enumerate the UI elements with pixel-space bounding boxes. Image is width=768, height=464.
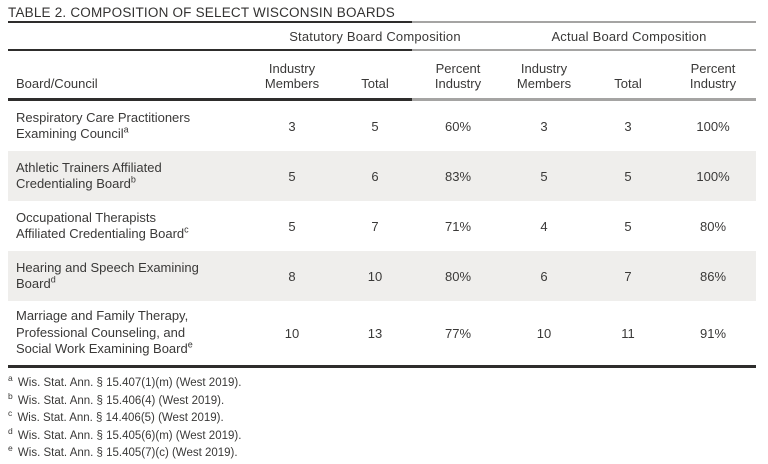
footnote: a Wis. Stat. Ann. § 15.407(1)(m) (West 2… — [8, 373, 242, 389]
footnote-marker: e — [187, 339, 193, 350]
footnote-marker: c — [184, 224, 189, 235]
group-header-actual: Actual Board Composition — [551, 28, 707, 44]
group-header-statutory: Statutory Board Composition — [289, 28, 461, 44]
footnote-marker: b — [130, 174, 136, 185]
value-cell: 91% — [699, 325, 727, 341]
value-cell: 100% — [696, 118, 730, 134]
value-cell: 71% — [444, 218, 472, 234]
table-bottom-rule — [8, 365, 756, 368]
table-title: TABLE 2. COMPOSITION OF SELECT WISCONSIN… — [8, 5, 395, 20]
value-cell: 10 — [284, 325, 300, 341]
table-row: Marriage and Family Therapy, Professional… — [8, 301, 756, 365]
value-cell: 5 — [288, 168, 296, 184]
value-cell: 7 — [371, 218, 379, 234]
value-cell: 77% — [444, 325, 472, 341]
value-cell: 5 — [624, 218, 632, 234]
value-cell: 6 — [371, 168, 379, 184]
board-name-cell: Hearing and Speech Examining Boardd — [16, 259, 199, 292]
footnote-marker: a — [8, 373, 13, 384]
table-row: Occupational Therapists Affiliated Creden… — [8, 201, 756, 251]
table-row: Athletic Trainers Affiliated Credentialin… — [8, 151, 756, 201]
value-cell: 5 — [624, 168, 632, 184]
value-cell: 8 — [288, 268, 296, 284]
table-container: TABLE 2. COMPOSITION OF SELECT WISCONSIN… — [8, 0, 756, 463]
value-cell: 5 — [540, 168, 548, 184]
footnote-marker: d — [8, 425, 13, 436]
footnote-marker: d — [50, 274, 56, 285]
footnotes: a Wis. Stat. Ann. § 15.407(1)(m) (West 2… — [8, 373, 756, 463]
column-header-board-council: Board/Council — [16, 76, 98, 91]
board-name-cell: Marriage and Family Therapy, Professional… — [16, 308, 193, 357]
footnote: d Wis. Stat. Ann. § 15.405(6)(m) (West 2… — [8, 425, 242, 442]
table-body: Respiratory Care Practitioners Examining … — [8, 101, 756, 365]
value-cell: 13 — [367, 325, 383, 341]
value-cell: 11 — [621, 325, 635, 341]
group-header-row: Statutory Board Composition Actual Board… — [8, 23, 756, 49]
value-cell: 3 — [288, 118, 296, 134]
value-cell: 6 — [540, 268, 548, 284]
column-header-row: Board/Council Industry Members Total Percen… — [8, 51, 756, 98]
column-header-rule — [8, 98, 756, 101]
board-name-cell: Athletic Trainers Affiliated Credentialin… — [16, 159, 162, 192]
column-header: Total — [361, 76, 389, 91]
value-cell: 80% — [699, 218, 727, 234]
column-header: Percent Industry — [434, 61, 482, 91]
footnote-marker: c — [8, 408, 13, 419]
value-cell: 10 — [536, 325, 552, 341]
title-rule — [8, 21, 756, 23]
footnote: c Wis. Stat. Ann. § 14.406(5) (West 2019… — [8, 408, 224, 424]
board-name-cell: Occupational Therapists Affiliated Creden… — [16, 209, 189, 242]
value-cell: 60% — [444, 118, 472, 134]
value-cell: 7 — [624, 268, 632, 284]
footnote-marker: a — [123, 124, 129, 135]
footnote-marker: b — [8, 390, 13, 401]
board-name-cell: Respiratory Care Practitioners Examining … — [16, 109, 191, 142]
footnote: e Wis. Stat. Ann. § 15.405(7)(c) (West 2… — [8, 443, 238, 459]
column-header: Total — [614, 76, 642, 91]
column-header: Percent Industry — [689, 61, 737, 91]
group-header-rule — [8, 49, 756, 51]
footnote-marker: e — [8, 443, 13, 454]
table-row: Hearing and Speech Examining Boardd 8 10 80%… — [8, 251, 756, 301]
value-cell: 4 — [540, 218, 548, 234]
value-cell: 86% — [699, 268, 727, 284]
column-header: Industry Members — [516, 61, 572, 91]
column-header: Industry Members — [264, 61, 320, 91]
value-cell: 5 — [288, 218, 296, 234]
value-cell: 100% — [696, 168, 730, 184]
value-cell: 10 — [367, 268, 383, 284]
value-cell: 5 — [371, 118, 379, 134]
value-cell: 3 — [540, 118, 548, 134]
value-cell: 83% — [444, 168, 472, 184]
footnote: b Wis. Stat. Ann. § 15.406(4) (West 2019… — [8, 390, 225, 407]
value-cell: 3 — [624, 118, 632, 134]
value-cell: 80% — [444, 268, 472, 284]
table-row: Respiratory Care Practitioners Examining … — [8, 101, 756, 151]
